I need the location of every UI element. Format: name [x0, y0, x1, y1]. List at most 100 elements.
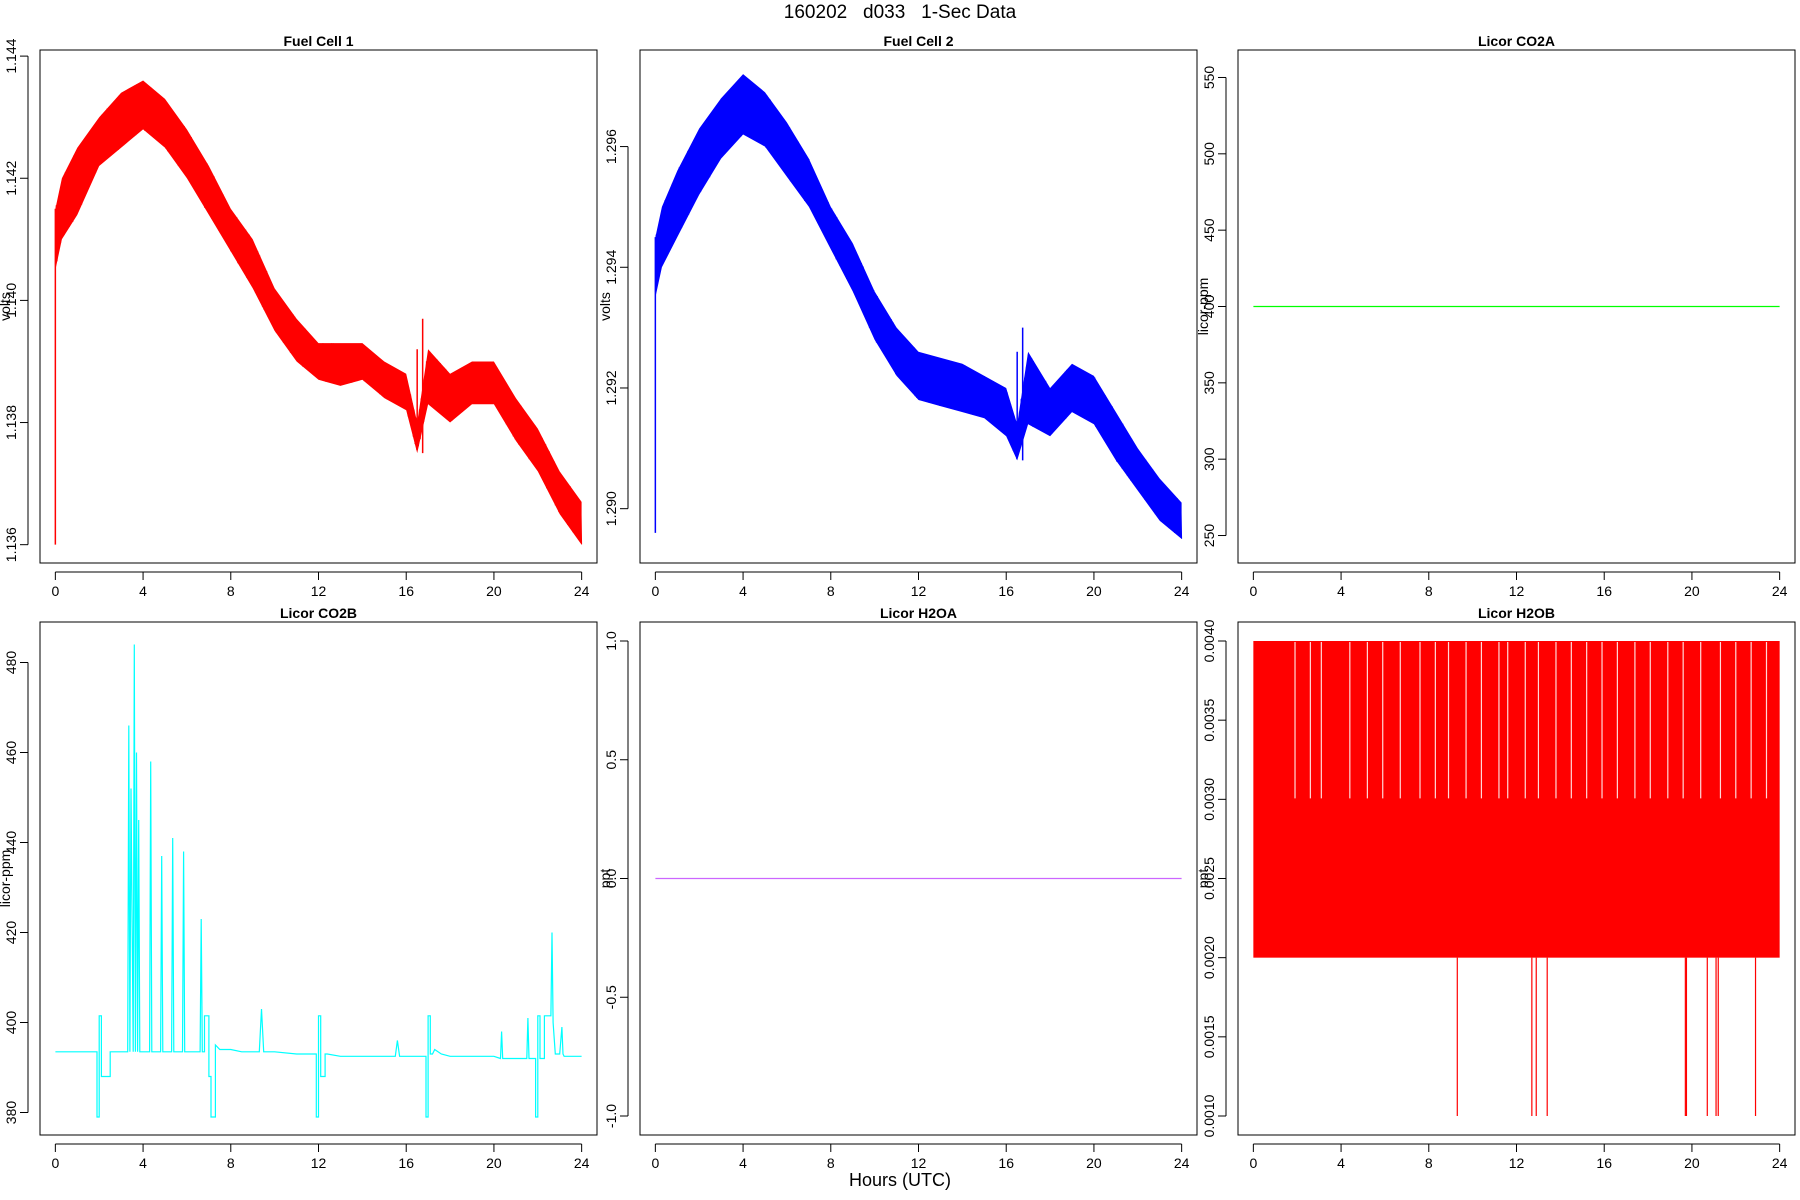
y-tick-label: 440 [3, 831, 19, 855]
x-tick-label: 20 [1086, 1155, 1102, 1171]
data-fill-range [1253, 641, 1780, 958]
plot-area [54, 80, 583, 545]
plot-area [1253, 641, 1780, 1116]
chart-title: Licor CO2B [280, 605, 357, 621]
y-tick-label: 420 [3, 921, 19, 945]
x-tick-label: 16 [998, 583, 1014, 599]
y-axis-label: ppt [597, 869, 613, 889]
x-tick-label: 8 [827, 583, 835, 599]
x-tick-label: 20 [1684, 1155, 1700, 1171]
data-trace [54, 83, 583, 545]
x-tick-label: 16 [398, 1155, 414, 1171]
y-tick-label: 1.140 [3, 283, 19, 318]
y-tick-label: 1.296 [603, 129, 619, 164]
chart-licor-h2ob: Licor H2OB 0 4 8 12 16 20 24 0.0010 0.0015 0.0020 0… [1195, 605, 1796, 1171]
x-tick-label: 8 [227, 1155, 235, 1171]
y-tick-label: 0.0 [603, 869, 619, 889]
y-axis-label: licor-ppm [0, 850, 13, 908]
y-tick-label: 1.294 [603, 250, 619, 285]
x-tick-label: 16 [998, 1155, 1014, 1171]
x-tick-label: 8 [827, 1155, 835, 1171]
x-tick-label: 0 [1249, 583, 1257, 599]
x-tick-label: 0 [651, 583, 659, 599]
x-tick-label: 20 [486, 1155, 502, 1171]
x-tick-label: 0 [651, 1155, 659, 1171]
chart-title: Fuel Cell 1 [283, 33, 353, 49]
y-tick-label: 1.0 [603, 631, 619, 651]
chart-fuel-cell-2: Fuel Cell 2 0 4 8 12 16 20 24 1.290 1.292 1.294 1.2… [597, 33, 1198, 599]
x-tick-label: 24 [1174, 1155, 1190, 1171]
x-axis-title: Hours (UTC) [849, 1170, 951, 1190]
x-tick-label: 8 [1425, 1155, 1433, 1171]
page-title: 160202 d033 1-Sec Data [783, 2, 1017, 23]
y-tick-label: 500 [1201, 142, 1217, 166]
plot-frame [1237, 49, 1796, 564]
y-tick-label: 1.136 [3, 527, 19, 562]
y-tick-label: 0.5 [603, 750, 619, 770]
y-tick-label: 250 [1201, 524, 1217, 548]
plot-frame [639, 621, 1198, 1136]
x-tick-label: 12 [1509, 583, 1525, 599]
x-tick-label: 4 [1337, 1155, 1345, 1171]
chart-licor-co2b: Licor CO2B 0 4 8 12 16 20 24 380 400 420 440 460 480 l… [0, 605, 598, 1171]
y-tick-label: 300 [1201, 447, 1217, 471]
x-tick-label: 4 [739, 1155, 747, 1171]
y-axis-label: licor-ppm [1195, 278, 1211, 336]
x-tick-label: 16 [398, 583, 414, 599]
chart-title: Licor H2OB [1478, 605, 1555, 621]
y-tick-label: -1.0 [603, 1104, 619, 1128]
y-tick-label: 400 [3, 1011, 19, 1035]
chart-licor-co2a: Licor CO2A 0 4 8 12 16 20 24 250 300 350 400 450 500 5… [1195, 33, 1796, 599]
x-tick-label: 16 [1596, 1155, 1612, 1171]
plot-area [55, 644, 582, 1118]
x-tick-label: 24 [1772, 1155, 1788, 1171]
plot-frame [39, 49, 598, 564]
x-tick-label: 24 [1772, 583, 1788, 599]
x-tick-label: 20 [486, 583, 502, 599]
chart-title: Licor H2OA [880, 605, 957, 621]
x-tick-label: 4 [739, 583, 747, 599]
y-tick-label: 480 [3, 651, 19, 675]
y-tick-label: 0.0010 [1201, 1094, 1217, 1137]
y-tick-label: 0.0040 [1201, 619, 1217, 662]
y-tick-label: 550 [1201, 66, 1217, 90]
data-trace [654, 77, 1183, 539]
plot-frame [39, 621, 598, 1136]
plot-frame [639, 49, 1198, 564]
x-tick-label: 0 [51, 1155, 59, 1171]
y-tick-label: 460 [3, 741, 19, 765]
x-tick-label: 8 [227, 583, 235, 599]
data-band [55, 80, 582, 545]
x-tick-label: 4 [139, 1155, 147, 1171]
y-tick-label: 0.0035 [1201, 699, 1217, 742]
x-tick-label: 12 [311, 583, 327, 599]
y-tick-label: 1.144 [3, 38, 19, 73]
x-tick-label: 4 [1337, 583, 1345, 599]
x-tick-label: 0 [51, 583, 59, 599]
x-tick-label: 20 [1684, 583, 1700, 599]
y-axis-label: volts [597, 292, 613, 321]
y-tick-label: 450 [1201, 218, 1217, 242]
x-tick-label: 8 [1425, 583, 1433, 599]
y-tick-label: 380 [3, 1101, 19, 1125]
y-tick-label: 0.0025 [1201, 857, 1217, 900]
plot-area [654, 74, 1183, 539]
x-tick-label: 12 [911, 1155, 927, 1171]
y-tick-label: 1.292 [603, 370, 619, 405]
data-series-0 [55, 644, 582, 1118]
y-tick-label: 0.0015 [1201, 1015, 1217, 1058]
y-tick-label: 1.142 [3, 161, 19, 196]
x-tick-label: 12 [1509, 1155, 1525, 1171]
x-tick-label: 12 [311, 1155, 327, 1171]
x-tick-label: 24 [1174, 583, 1190, 599]
x-tick-label: 0 [1249, 1155, 1257, 1171]
chart-title: Fuel Cell 2 [883, 33, 953, 49]
plot-frame [1237, 621, 1796, 1136]
y-tick-label: -0.5 [603, 985, 619, 1009]
y-tick-label: 1.138 [3, 405, 19, 440]
y-tick-label: 0.0020 [1201, 936, 1217, 979]
x-tick-label: 24 [574, 583, 590, 599]
y-axis-label: ppt [1195, 869, 1211, 889]
x-tick-label: 16 [1596, 583, 1612, 599]
